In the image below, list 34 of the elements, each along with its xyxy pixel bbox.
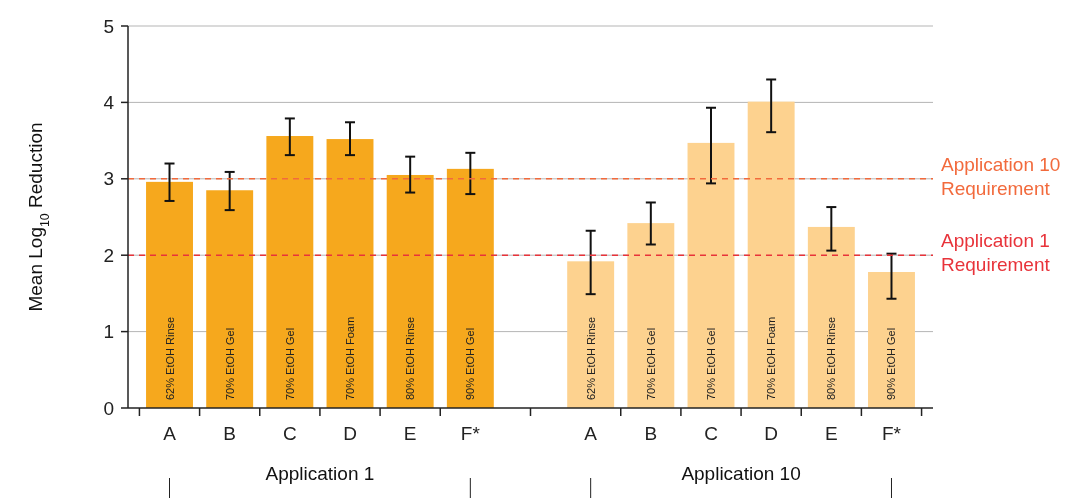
x-tick-label: E (403, 423, 417, 444)
annotation: 70% EtOH Gel (644, 327, 657, 400)
y-tick-label: 1 (103, 321, 114, 343)
y-tick-label: 3 (103, 168, 114, 190)
annotation: 80% EtOH Rinse (825, 316, 838, 400)
annotation: 90% EtOH Gel (885, 327, 898, 400)
annotation: 62% EtOH Rinse (584, 316, 597, 400)
x-tick-label: B (644, 423, 658, 444)
ref-line-label: Application 1 Requirement (941, 230, 1051, 276)
x-tick-label: A (584, 423, 598, 444)
x-tick-label: D (764, 423, 779, 444)
x-tick-label: F* (460, 423, 481, 444)
annotation: 70% EtOH Foam (344, 316, 357, 400)
text: Application 1 (265, 463, 375, 484)
annotation: 70% EtOH Gel (223, 327, 236, 400)
y-tick-label: 0 (103, 397, 114, 419)
annotation: 62% EtOH Rinse (163, 316, 176, 400)
ref-line-label: Application 10 Requirement (941, 153, 1061, 199)
x-tick-label: B (223, 423, 237, 444)
x-tick-label: E (824, 423, 838, 444)
y-tick-label: 5 (103, 15, 114, 37)
text: Application 10 (681, 463, 801, 484)
x-tick-label: C (282, 423, 297, 444)
y-tick-label: 2 (103, 244, 114, 266)
annotation: 90% EtOH Gel (464, 327, 477, 400)
annotation: 70% EtOH Foam (765, 316, 778, 400)
x-tick-label: A (163, 423, 177, 444)
annotation: 80% EtOH Rinse (404, 316, 417, 400)
annotation: 70% EtOH Gel (704, 327, 717, 400)
x-tick-label: F* (881, 423, 902, 444)
x-tick-label: D (343, 423, 357, 444)
annotation: 70% EtOH Gel (283, 327, 296, 400)
x-tick-label: C (704, 423, 718, 444)
y-tick-label: 4 (103, 92, 115, 114)
